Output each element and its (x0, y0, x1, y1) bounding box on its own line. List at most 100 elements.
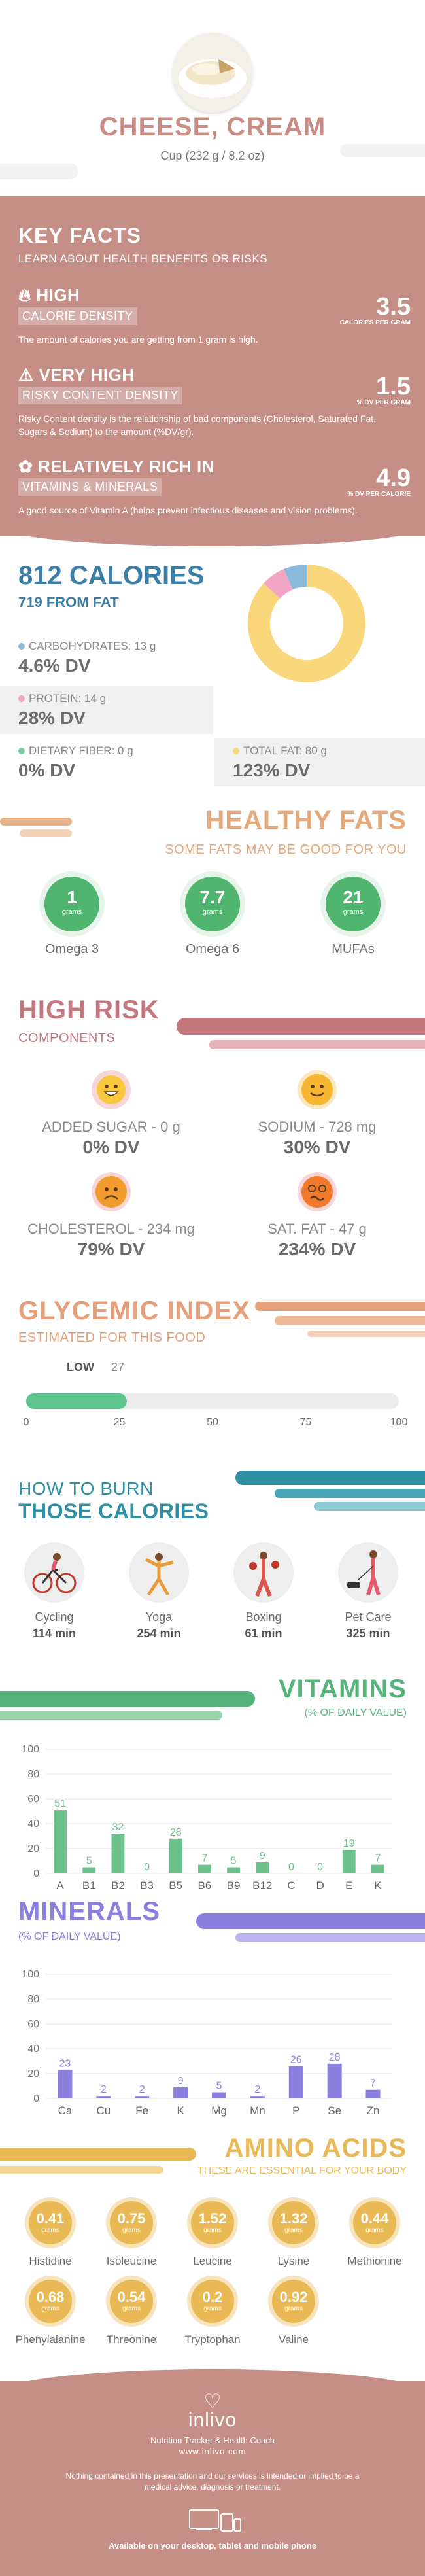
donut-slice-protein (264, 568, 293, 599)
bar-value-label: 2 (101, 2084, 107, 2095)
amino-name: Threonine (106, 2333, 157, 2346)
calorie-donut-chart (248, 565, 366, 682)
burn-boxing: Boxing 61 min (221, 1542, 306, 1641)
boxing-icon (233, 1542, 294, 1603)
burn-stripe (314, 1502, 425, 1511)
bar-value-label: 5 (216, 2081, 222, 2092)
minerals-stripe (235, 1933, 425, 1942)
gi-value: 27 (111, 1361, 125, 1374)
key-fact-value: 4.9 (376, 464, 411, 492)
amino-value: 0.54 (117, 2289, 146, 2305)
nutrient-fat: TOTAL FAT: 80 g 123% DV (233, 744, 425, 781)
footer-tagline: Nutrition Tracker & Health Coach (150, 2435, 275, 2445)
gi-tick-label: 100 (390, 1417, 408, 1428)
bar (111, 1834, 125, 1873)
header-wave-right (340, 144, 425, 157)
y-tick-label: 100 (22, 1969, 39, 1980)
gi-stripe (255, 1302, 425, 1311)
y-tick-label: 60 (27, 2019, 39, 2030)
amino-isoleucine: 0.75 grams Isoleucine (93, 2201, 170, 2268)
x-tick-label: C (287, 1879, 295, 1892)
minerals-chart: 0 20 40 60 80 100 23 Ca 2 Cu 2 Fe 9 K 5 Mg 2 Mn 26 P 28 Se 7 Zn (22, 1969, 392, 2117)
risk-sodium: SODIUM - 728 mg 30% DV (219, 1069, 415, 1158)
nutrient-dv: 28% DV (18, 708, 86, 728)
burn-stripe (275, 1489, 425, 1498)
bar-value-label: 0 (317, 1862, 323, 1873)
risk-stripe (209, 1040, 425, 1049)
vitamins-title: VITAMINS (278, 1675, 407, 1703)
bar (96, 2096, 111, 2098)
nutrient-label: PROTEIN: 14 g (29, 692, 107, 705)
amino-value: 0.92 (279, 2289, 308, 2305)
bar (169, 1838, 182, 1873)
gi-tick-label: 50 (207, 1417, 218, 1428)
amino-unit: grams (41, 2305, 60, 2312)
bar (58, 2070, 73, 2098)
high-risk-title: HIGH RISK (18, 996, 160, 1024)
key-fact-level: VERY HIGH (39, 365, 135, 385)
fat-box (214, 738, 425, 786)
y-tick-label: 20 (27, 1843, 39, 1854)
key-fact-level: RELATIVELY RICH IN (38, 457, 215, 476)
amino-value: 0.44 (360, 2210, 389, 2227)
y-tick-label: 0 (33, 2093, 39, 2104)
x-tick-label: Fe (135, 2104, 148, 2117)
bar-value-label: 23 (60, 2058, 71, 2069)
nutrient-label: TOTAL FAT: 80 g (243, 744, 327, 757)
fats-stripe (0, 818, 72, 826)
amino-unit: grams (203, 2227, 222, 2234)
burn-activity: Cycling (35, 1610, 74, 1624)
key-facts-wave (0, 527, 425, 546)
x-tick-label: D (316, 1879, 324, 1892)
calories-from-fat: 719 FROM FAT (18, 594, 119, 610)
burn-activity: Yoga (145, 1610, 173, 1624)
smile-face-icon (296, 1069, 338, 1111)
key-fact-label: CALORIE DENSITY (18, 307, 137, 325)
bar-value-label: 0 (288, 1862, 294, 1873)
nutrient-label: CARBOHYDRATES: 13 g (29, 640, 156, 652)
bar-value-label: 28 (170, 1827, 182, 1838)
amino-value: 0.75 (117, 2210, 146, 2227)
header-wave-left (0, 164, 78, 179)
fire-icon: 🔥︎ (18, 285, 31, 305)
amino-unit: grams (122, 2227, 141, 2234)
amino-subtitle: THESE ARE ESSENTIAL FOR YOUR BODY (197, 2165, 407, 2176)
x-tick-label: B9 (227, 1879, 241, 1892)
bar (135, 2096, 150, 2098)
burn-minutes: 254 min (137, 1627, 181, 1640)
footer-url[interactable]: www.inlivo.com (178, 2446, 246, 2456)
vitamins-stripe (0, 1691, 255, 1707)
x-tick-label: Cu (96, 2104, 110, 2117)
bar (366, 2089, 381, 2098)
fat-dot (233, 748, 239, 754)
x-tick-label: B12 (252, 1879, 272, 1892)
glycemic-title: GLYCEMIC INDEX (18, 1297, 250, 1325)
yoga-icon (129, 1542, 189, 1603)
amino-value: 0.68 (36, 2289, 65, 2305)
risk-label: CHOLESTEROL - 234 mg (27, 1221, 195, 1237)
leaf-icon: ✿ (18, 457, 33, 476)
amino-unit: grams (284, 2227, 303, 2234)
x-tick-label: K (374, 1879, 382, 1892)
amino-threonine: 0.54 grams Threonine (93, 2280, 170, 2346)
fat-omega3: 1 grams Omega 3 (16, 877, 128, 957)
minerals-stripe (196, 1913, 425, 1929)
nutrient-dv: 0% DV (18, 760, 76, 780)
risk-dv: 234% DV (278, 1239, 356, 1259)
bar-value-label: 2 (254, 2084, 260, 2095)
food-image (173, 33, 252, 113)
heart-logo-icon: ♡ (203, 2391, 222, 2412)
bar (250, 2096, 265, 2098)
amino-stripe (0, 2166, 163, 2174)
bar (173, 2087, 188, 2098)
fat-unit: grams (61, 908, 82, 916)
vitamins-subtitle: (% OF DAILY VALUE) (304, 1707, 407, 1718)
key-fact-desc: A good source of Vitamin A (helps preven… (18, 505, 358, 515)
key-fact-desc: Risky Content density is the relationshi… (18, 413, 377, 437)
risk-dv: 79% DV (77, 1239, 145, 1259)
warning-icon: ⚠ (18, 365, 34, 385)
donut-slice-fat (248, 565, 366, 682)
key-fact-desc: The amount of calories you are getting f… (18, 334, 258, 345)
amino-title: AMINO ACIDS (224, 2134, 407, 2163)
fats-stripe (20, 829, 72, 837)
